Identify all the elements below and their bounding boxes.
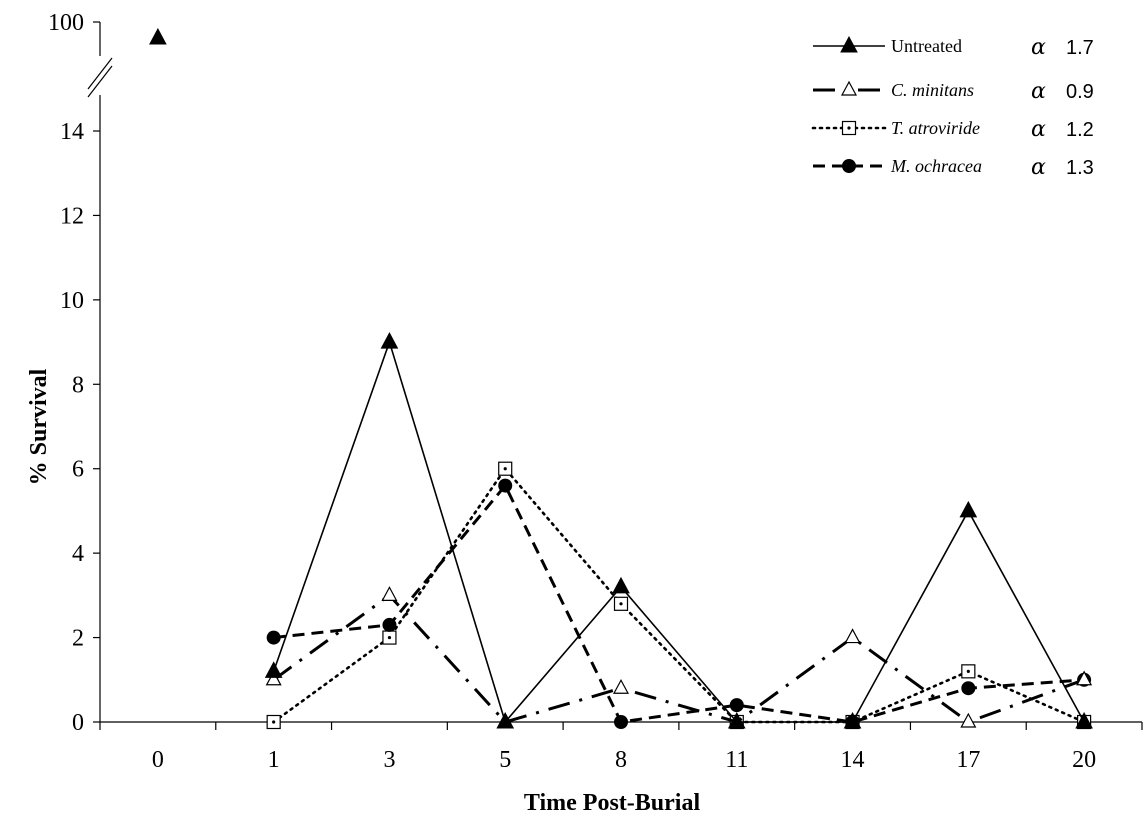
data-point: [727, 711, 746, 729]
legend: Untreated α 1.7 C. minitans α 0.9 T. atrovirid…: [811, 35, 1094, 180]
legend-entry: Untreated α 1.7: [813, 35, 1094, 60]
data-point: [612, 576, 630, 594]
y-axis-title: % Survival: [26, 368, 52, 485]
legend-alpha-symbol: α: [1031, 35, 1046, 60]
legend-alpha-value: 1.3: [1066, 157, 1094, 179]
series-line: [272, 339, 1085, 724]
data-point: [382, 630, 397, 645]
data-point: [266, 630, 281, 645]
data-point: [266, 714, 281, 730]
data-point: [382, 617, 397, 632]
y-tick-label: 4: [72, 541, 84, 567]
data-point: [843, 711, 862, 729]
legend-alpha-value: 1.2: [1066, 119, 1094, 141]
data-point: [381, 586, 398, 601]
series-line: [272, 466, 1086, 724]
series-untreated: [149, 27, 1093, 729]
x-tick-label: 0: [152, 747, 164, 773]
x-tick-label: 14: [841, 747, 865, 773]
x-tick-label: 20: [1072, 747, 1096, 773]
data-point: [496, 711, 515, 729]
series-layer: [149, 27, 1093, 730]
x-axis-title: Time Post-Burial: [524, 790, 701, 816]
series-line: [273, 482, 1085, 724]
data-point: [614, 715, 628, 729]
data-point: [612, 678, 630, 694]
data-point: [1075, 711, 1093, 729]
y-tick-label: 8: [72, 372, 84, 398]
legend-alpha-value: 0.9: [1066, 81, 1094, 103]
legend-label: Untreated: [891, 36, 962, 56]
data-point: [498, 461, 513, 476]
data-point: [498, 478, 513, 493]
y-tick-label: 10: [60, 288, 84, 314]
legend-alpha-value: 1.7: [1066, 37, 1094, 59]
data-point: [613, 596, 629, 611]
legend-marker: [841, 120, 857, 136]
axis-break-mark: [87, 57, 113, 90]
y-tick-label: 0: [72, 710, 84, 736]
y-tick-label: 12: [60, 203, 84, 229]
legend-entry: C. minitans α 0.9: [813, 79, 1094, 104]
x-tick-label: 11: [725, 747, 748, 773]
data-point: [265, 670, 282, 686]
y-tick-label: 6: [72, 457, 84, 483]
x-tick-label: 17: [956, 747, 980, 773]
data-point: [844, 628, 861, 644]
data-point: [264, 661, 283, 678]
axis-break-mark: [87, 65, 113, 98]
data-point: [729, 698, 744, 713]
y-tick-label: 100: [48, 10, 84, 36]
data-point: [959, 500, 978, 518]
legend-entry: M. ochracea α 1.3: [813, 155, 1094, 180]
x-tick-label: 5: [499, 747, 511, 773]
data-point: [1076, 670, 1093, 686]
x-tick-label: 1: [268, 747, 280, 773]
legend-label: T. atroviride: [891, 118, 980, 138]
y-tick-label: 2: [72, 626, 84, 652]
data-point: [149, 27, 167, 45]
data-point: [960, 712, 977, 728]
legend-marker: [840, 35, 858, 53]
data-point: [961, 664, 976, 679]
legend-label: C. minitans: [891, 80, 974, 100]
data-point: [380, 332, 399, 349]
legend-marker: [842, 159, 856, 173]
legend-alpha-symbol: α: [1031, 155, 1046, 180]
legend-alpha-symbol: α: [1031, 117, 1046, 142]
legend-alpha-symbol: α: [1031, 79, 1046, 104]
legend-label: M. ochracea: [890, 156, 982, 176]
y-tick-label: 14: [60, 119, 84, 145]
data-point: [961, 681, 976, 696]
x-tick-label: 3: [383, 747, 395, 773]
legend-entry: T. atroviride α 1.2: [811, 117, 1094, 142]
series-c-minitans: [265, 586, 1093, 728]
legend-marker: [840, 80, 858, 96]
x-tick-label: 8: [615, 747, 627, 773]
series-line: [272, 593, 1085, 724]
